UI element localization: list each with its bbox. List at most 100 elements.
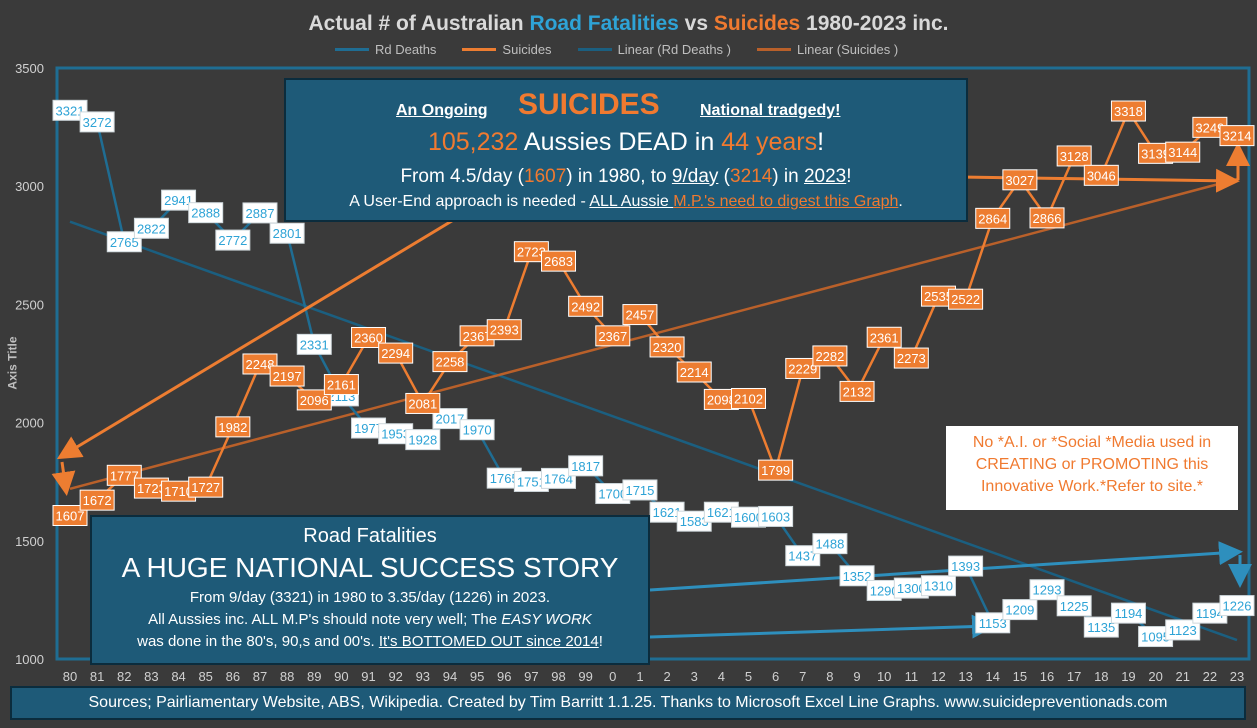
data-label-text: 1817 bbox=[571, 459, 600, 474]
data-label-box bbox=[459, 419, 495, 441]
rd-data-label: 2888 bbox=[188, 202, 224, 224]
data-label-box bbox=[948, 555, 984, 577]
data-label-text: 3128 bbox=[1060, 149, 1089, 164]
data-label-text: 1970 bbox=[463, 423, 492, 438]
suicide-data-label: 2492 bbox=[568, 295, 604, 317]
rate-2023-value: 3214 bbox=[730, 166, 773, 187]
y-tick-label: 2000 bbox=[15, 416, 44, 431]
y-tick-label: 1000 bbox=[15, 652, 44, 667]
data-label-box bbox=[432, 351, 468, 373]
rate-text-i: ! bbox=[846, 166, 852, 187]
suicide-data-label: 2360 bbox=[351, 326, 387, 348]
rd-data-label: 1977 bbox=[351, 417, 387, 439]
data-label-text: 1583 bbox=[680, 514, 709, 529]
sources-footer: Sources; Pairliamentary Website, ABS, Wi… bbox=[10, 686, 1246, 720]
suicide-data-label: 2102 bbox=[730, 387, 766, 409]
legend-item-suicides: Suicides bbox=[462, 42, 552, 57]
data-label-text: 3318 bbox=[1114, 104, 1143, 119]
data-label-text: 2522 bbox=[951, 292, 980, 307]
data-label-box bbox=[649, 336, 685, 358]
rd-data-label: 1393 bbox=[948, 555, 984, 577]
data-label-text: 1226 bbox=[1223, 599, 1252, 614]
data-label-text: 2361 bbox=[870, 330, 899, 345]
data-label-text: 2866 bbox=[1033, 211, 1062, 226]
road-concl-c: ! bbox=[598, 633, 603, 650]
suicide-data-label: 2367 bbox=[459, 325, 495, 347]
data-label-box bbox=[541, 250, 577, 272]
data-label-box bbox=[920, 575, 956, 597]
data-label-text: 1437 bbox=[788, 549, 817, 564]
suicide-data-label: 2522 bbox=[948, 288, 984, 310]
rd-data-label: 3272 bbox=[79, 111, 115, 133]
data-label-text: 2360 bbox=[354, 330, 383, 345]
suicides-total-end: ! bbox=[817, 128, 825, 156]
rd-data-label: 1953 bbox=[378, 423, 414, 445]
road-note-a: All Aussies inc. ALL M.P's should note v… bbox=[148, 611, 502, 628]
rd-data-label: 2017 bbox=[432, 408, 468, 430]
x-tick-label: 90 bbox=[334, 669, 348, 684]
x-tick-label: 93 bbox=[416, 669, 430, 684]
data-label-text: 2772 bbox=[218, 233, 247, 248]
data-label-box bbox=[676, 361, 712, 383]
data-label-text: 2393 bbox=[490, 323, 519, 338]
suicide-data-label: 1777 bbox=[106, 464, 142, 486]
x-tick-label: 2 bbox=[663, 669, 670, 684]
data-label-box bbox=[405, 429, 441, 451]
suicide-data-label: 2214 bbox=[676, 361, 712, 383]
appeal-text-c: M.P.'s need to digest this Graph bbox=[673, 193, 899, 210]
rate-text-e: ( bbox=[718, 166, 730, 187]
x-tick-label: 85 bbox=[198, 669, 212, 684]
data-label-text: 2081 bbox=[408, 396, 437, 411]
data-label-text: 3249 bbox=[1195, 120, 1224, 135]
x-tick-label: 89 bbox=[307, 669, 321, 684]
road-concl-a: was done in the 80's, 90,s and 00's. bbox=[137, 633, 379, 650]
data-label-text: 2822 bbox=[137, 221, 166, 236]
road-fatalities-callout-box: Road Fatalities A HUGE NATIONAL SUCCESS … bbox=[90, 515, 650, 665]
y-tick-label: 2500 bbox=[15, 297, 44, 312]
y-tick-label: 3500 bbox=[15, 61, 44, 76]
data-label-text: 3144 bbox=[1168, 145, 1197, 160]
rd-data-label: 1226 bbox=[1219, 595, 1255, 617]
data-label-box bbox=[1219, 125, 1255, 147]
rd-data-label: 2772 bbox=[215, 229, 251, 251]
x-tick-label: 13 bbox=[958, 669, 972, 684]
x-tick-label: 97 bbox=[524, 669, 538, 684]
data-label-box bbox=[378, 342, 414, 364]
data-label-box bbox=[188, 476, 224, 498]
rate-text-c: ) in 1980, to bbox=[566, 166, 672, 187]
rd-data-label: 2941 bbox=[161, 189, 197, 211]
callout-arrow bbox=[649, 614, 996, 639]
data-label-box bbox=[52, 99, 88, 121]
data-label-text: 3046 bbox=[1087, 168, 1116, 183]
title-part2: Road Fatalities bbox=[529, 12, 679, 35]
data-label-box bbox=[486, 319, 522, 341]
data-label-text: 3027 bbox=[1005, 173, 1034, 188]
suicide-data-label: 2457 bbox=[622, 304, 658, 326]
data-label-text: 1982 bbox=[218, 420, 247, 435]
x-tick-label: 3 bbox=[691, 669, 698, 684]
data-label-text: 1700 bbox=[598, 487, 627, 502]
suicide-data-label: 2248 bbox=[242, 353, 278, 375]
appeal-text-d: . bbox=[898, 193, 903, 210]
data-label-text: 2229 bbox=[788, 361, 817, 376]
data-label-box bbox=[432, 408, 468, 430]
rd-data-label: 1352 bbox=[839, 565, 875, 587]
rd-data-label: 1817 bbox=[568, 455, 604, 477]
data-label-text: 3214 bbox=[1223, 129, 1252, 144]
x-tick-label: 1 bbox=[636, 669, 643, 684]
legend-item-rd: Rd Deaths bbox=[335, 42, 436, 57]
rd-data-label: 2765 bbox=[106, 231, 142, 253]
data-label-box bbox=[133, 217, 169, 239]
suicide-data-label: 2282 bbox=[812, 345, 848, 367]
legend: Rd Deaths Suicides Linear (Rd Deaths ) L… bbox=[335, 42, 898, 57]
data-label-text: 1710 bbox=[164, 484, 193, 499]
data-label-text: 2258 bbox=[435, 355, 464, 370]
data-label-box bbox=[839, 380, 875, 402]
rd-data-label: 1300 bbox=[893, 577, 929, 599]
data-label-box bbox=[568, 295, 604, 317]
data-label-text: 1621 bbox=[707, 505, 736, 520]
data-label-box bbox=[1029, 207, 1065, 229]
legend-label: Suicides bbox=[502, 42, 552, 57]
data-label-text: 2102 bbox=[734, 391, 763, 406]
